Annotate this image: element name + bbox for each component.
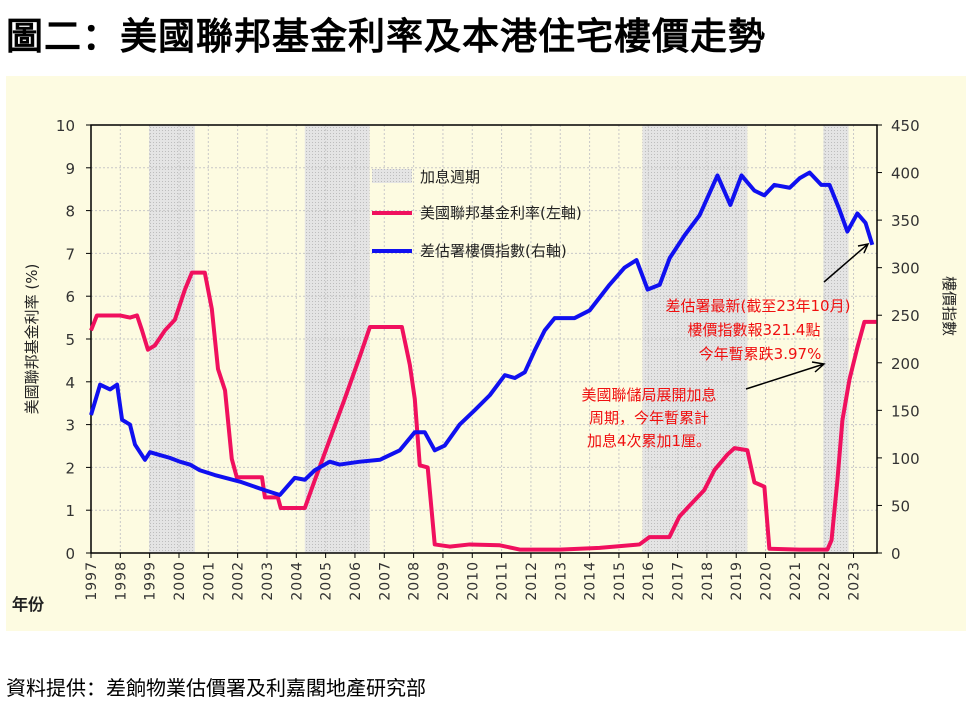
annotation-text: 樓價指數報321.4點 xyxy=(688,321,821,339)
y-tick-label: 7 xyxy=(65,245,75,263)
plot-frame xyxy=(90,124,878,554)
y-tick-label: 1 xyxy=(65,502,75,520)
x-tick-label: 2018 xyxy=(700,561,716,601)
x-tick-label: 2008 xyxy=(407,561,423,601)
x-tick-label: 2021 xyxy=(788,561,804,601)
y-tick-label: 9 xyxy=(65,160,75,178)
x-tick-label: 2014 xyxy=(583,561,599,601)
chart-panel: 0 1 2 3 4 5 6 7 8 9 10 0 50 100 150 200 250 300 350 400 450 1… xyxy=(6,76,966,631)
annotation-text: 差估署最新(截至23年10月) xyxy=(666,297,851,315)
x-tick-label: 2000 xyxy=(172,561,188,601)
x-tick-label: 2011 xyxy=(495,561,511,601)
y2-tick-label: 100 xyxy=(891,450,920,468)
x-tick-label: 2022 xyxy=(817,561,833,601)
x-tick-label: 2001 xyxy=(201,561,217,601)
y2-tick-label: 450 xyxy=(891,117,920,135)
y-tick-label: 8 xyxy=(65,203,75,221)
y-tick-label: 5 xyxy=(65,331,75,349)
y2-tick-label: 250 xyxy=(891,307,920,325)
y-tick-label: 6 xyxy=(65,288,75,306)
x-tick-label: 2017 xyxy=(671,561,687,601)
x-tick-label: 2020 xyxy=(759,561,775,601)
y-tick-label: 4 xyxy=(65,374,75,392)
y2-tick-label: 200 xyxy=(891,355,920,373)
y-tick-label: 0 xyxy=(65,545,75,563)
y2-tick-label: 300 xyxy=(891,260,920,278)
y-tick-label: 3 xyxy=(65,417,75,435)
y2-tick-label: 350 xyxy=(891,212,920,230)
source-note: 資料提供：差餉物業估價署及利嘉閣地產研究部 xyxy=(6,676,426,700)
y-axis-title: 美國聯邦基金利率 (%) xyxy=(23,264,41,415)
x-tick-label: 2016 xyxy=(641,561,657,601)
x-tick-label: 2013 xyxy=(553,561,569,601)
legend-label: 加息週期 xyxy=(420,168,480,186)
y2-tick-label: 0 xyxy=(891,545,901,563)
page-title: 圖二：美國聯邦基金利率及本港住宅樓價走勢 xyxy=(6,15,766,58)
x-tick-label: 2009 xyxy=(436,561,452,601)
property-index-line xyxy=(89,170,875,497)
annotation-text: 加息4次累加1厘。 xyxy=(587,432,711,450)
annotation-text: 今年暫累跌3.97% xyxy=(699,345,822,363)
chart: 0123456789100501001502002503003504004501… xyxy=(12,117,958,614)
annotation-text: 周期，今年暫累計 xyxy=(589,409,709,427)
x-tick-label: 2010 xyxy=(465,561,481,601)
x-axis-title: 年份 xyxy=(12,595,45,614)
y-tick-label: 10 xyxy=(56,117,75,135)
y2-tick-label: 150 xyxy=(891,402,920,420)
x-tick-label: 2012 xyxy=(524,561,540,601)
x-tick-label: 2006 xyxy=(348,561,364,601)
legend-swatch-shade xyxy=(372,169,412,183)
y2-tick-label: 50 xyxy=(891,497,910,515)
y2-axis-title: 樓價指數 xyxy=(940,276,958,336)
legend-label: 美國聯邦基金利率(左軸) xyxy=(420,204,582,222)
arrow-icon xyxy=(823,242,870,283)
x-tick-label: 2023 xyxy=(847,561,863,601)
x-tick-label: 1999 xyxy=(143,561,159,601)
legend-label: 差估署樓價指數(右軸) xyxy=(420,242,567,260)
x-tick-label: 2004 xyxy=(289,561,305,601)
x-tick-label: 1998 xyxy=(113,561,129,601)
x-tick-label: 2015 xyxy=(612,561,628,601)
x-tick-label: 2007 xyxy=(377,561,393,601)
y-tick-label: 2 xyxy=(65,459,75,477)
x-tick-label: 2005 xyxy=(319,561,335,601)
y2-tick-label: 400 xyxy=(891,165,920,183)
x-tick-label: 1997 xyxy=(84,561,100,601)
x-tick-label: 2002 xyxy=(231,561,247,601)
x-tick-label: 2019 xyxy=(729,561,745,601)
arrow-icon xyxy=(745,361,826,390)
x-tick-label: 2003 xyxy=(260,561,276,601)
annotation-text: 美國聯儲局展開加息 xyxy=(581,386,716,404)
